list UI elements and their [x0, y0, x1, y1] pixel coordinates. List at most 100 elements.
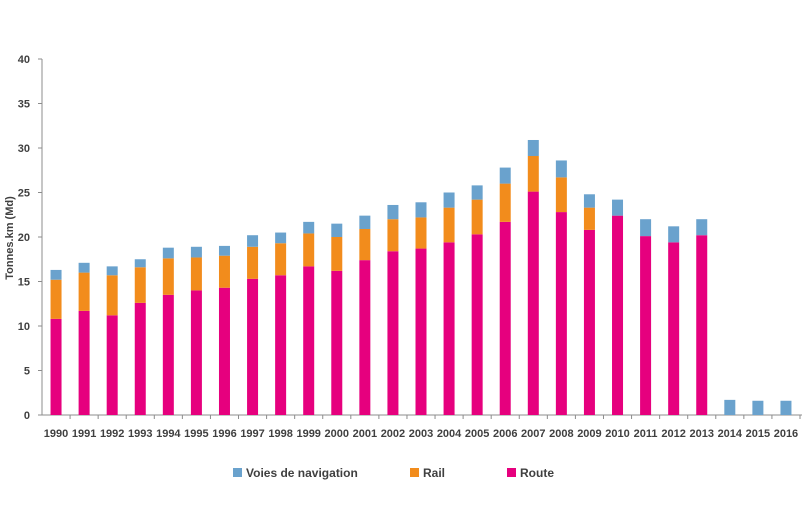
bar-segment-route — [106, 315, 118, 415]
bar-segment-route — [583, 229, 595, 415]
bar-segment-voies-de-navigation — [583, 194, 595, 208]
bar-segment-route — [359, 260, 371, 415]
bar-segment-voies-de-navigation — [247, 235, 259, 247]
bar-segment-rail — [218, 255, 230, 288]
bar-segment-voies-de-navigation — [190, 246, 202, 258]
bar-segment-rail — [443, 207, 455, 243]
bar-segment-voies-de-navigation — [106, 266, 118, 276]
legend-swatch-voies-de-navigation — [233, 468, 242, 477]
bar-segment-rail — [162, 258, 174, 295]
bar-segment-voies-de-navigation — [387, 204, 399, 220]
bar-segment-route — [78, 310, 90, 415]
y-tick-label: 35 — [18, 99, 30, 111]
bar-segment-route — [387, 251, 399, 415]
bar-segment-route — [275, 275, 287, 415]
x-tick-label: 1993 — [128, 428, 152, 440]
x-tick-label: 2005 — [465, 428, 489, 440]
x-tick-label: 1998 — [268, 428, 292, 440]
x-tick-label: 2002 — [381, 428, 405, 440]
bar-segment-voies-de-navigation — [696, 219, 708, 236]
x-tick-label: 2008 — [549, 428, 573, 440]
bar-segment-route — [555, 212, 567, 415]
bar-segment-rail — [275, 243, 287, 276]
bar-segment-voies-de-navigation — [50, 269, 62, 280]
bar-segment-rail — [583, 207, 595, 230]
bar-segment-voies-de-navigation — [471, 185, 483, 200]
bar-segment-voies-de-navigation — [331, 223, 343, 237]
bar-segment-voies-de-navigation — [303, 221, 315, 234]
bar-segment-voies-de-navigation — [415, 202, 427, 218]
bar-segment-route — [50, 318, 62, 415]
x-tick-label: 1992 — [100, 428, 124, 440]
bar-segment-route — [499, 221, 511, 415]
bar-segment-route — [218, 287, 230, 415]
bar-segment-rail — [555, 177, 567, 213]
bar-segment-rail — [499, 183, 511, 222]
bar-segment-voies-de-navigation — [527, 139, 539, 157]
y-tick-label: 40 — [18, 54, 30, 66]
bar-segment-voies-de-navigation — [668, 226, 680, 243]
y-tick-label: 20 — [18, 232, 30, 244]
y-tick-label: 10 — [18, 321, 30, 333]
x-tick-label: 2003 — [409, 428, 433, 440]
x-tick-label: 1997 — [240, 428, 264, 440]
bar-segment-voies-de-navigation — [78, 262, 90, 273]
bar-segment-route — [471, 234, 483, 415]
bar-segment-rail — [50, 279, 62, 319]
bar-segment-rail — [134, 267, 146, 303]
bar-segment-route — [696, 235, 708, 415]
bar-segment-rail — [190, 257, 202, 291]
bar-segment-route — [640, 236, 652, 415]
bar-segment-rail — [331, 237, 343, 271]
bar-segment-voies-de-navigation — [555, 160, 567, 178]
legend-swatch-rail — [410, 468, 419, 477]
bar-segment-rail — [471, 199, 483, 235]
y-tick-label: 25 — [18, 188, 30, 200]
legend-label-route: Route — [520, 466, 554, 480]
bar-segment-route — [303, 266, 315, 415]
bar-segment-route — [443, 242, 455, 415]
bar-segment-rail — [78, 272, 90, 311]
bar-segment-rail — [303, 233, 315, 267]
x-tick-label: 2015 — [746, 428, 770, 440]
bar-segment-rail — [415, 217, 427, 249]
y-tick-label: 15 — [18, 277, 30, 289]
bar-segment-voies-de-navigation — [780, 400, 792, 415]
x-tick-label: 2009 — [577, 428, 601, 440]
bar-segment-voies-de-navigation — [218, 245, 230, 256]
x-tick-label: 2011 — [634, 428, 658, 440]
plot-area: 0 5 10 15 20 25 30 35 40 1990 1991 1992 1993 1994 1995… — [18, 54, 802, 440]
legend-swatch-route — [507, 468, 516, 477]
bar-segment-voies-de-navigation — [275, 232, 287, 244]
x-tick-label: 2006 — [493, 428, 517, 440]
bar-segment-voies-de-navigation — [612, 199, 624, 216]
x-tick-label: 1999 — [296, 428, 320, 440]
bar-segment-route — [612, 215, 624, 415]
legend-label-rail: Rail — [423, 466, 445, 480]
bar-segment-rail — [247, 246, 259, 279]
bar-segment-rail — [359, 228, 371, 261]
x-tick-label: 1995 — [184, 428, 208, 440]
x-tick-label: 2004 — [437, 428, 462, 440]
legend-label-voies-de-navigation: Voies de navigation — [246, 466, 358, 480]
bar-segment-route — [331, 270, 343, 415]
bar-segment-route — [190, 290, 202, 415]
bar-segment-voies-de-navigation — [499, 167, 511, 184]
x-tick-label: 2000 — [325, 428, 349, 440]
x-tick-label: 2001 — [353, 428, 377, 440]
bar-segment-route — [668, 242, 680, 415]
bar-segment-voies-de-navigation — [724, 399, 736, 415]
x-tick-label: 2010 — [605, 428, 629, 440]
legend: Voies de navigation Rail Route — [233, 466, 554, 480]
y-tick-label: 30 — [18, 143, 30, 155]
bar-segment-route — [134, 302, 146, 415]
bar-segment-route — [247, 278, 259, 415]
x-tick-label: 2012 — [661, 428, 685, 440]
bar-segment-voies-de-navigation — [162, 247, 174, 259]
x-tick-label: 1991 — [72, 428, 96, 440]
bar-segment-route — [162, 294, 174, 415]
x-tick-label: 1996 — [212, 428, 236, 440]
bar-segment-voies-de-navigation — [640, 219, 652, 237]
